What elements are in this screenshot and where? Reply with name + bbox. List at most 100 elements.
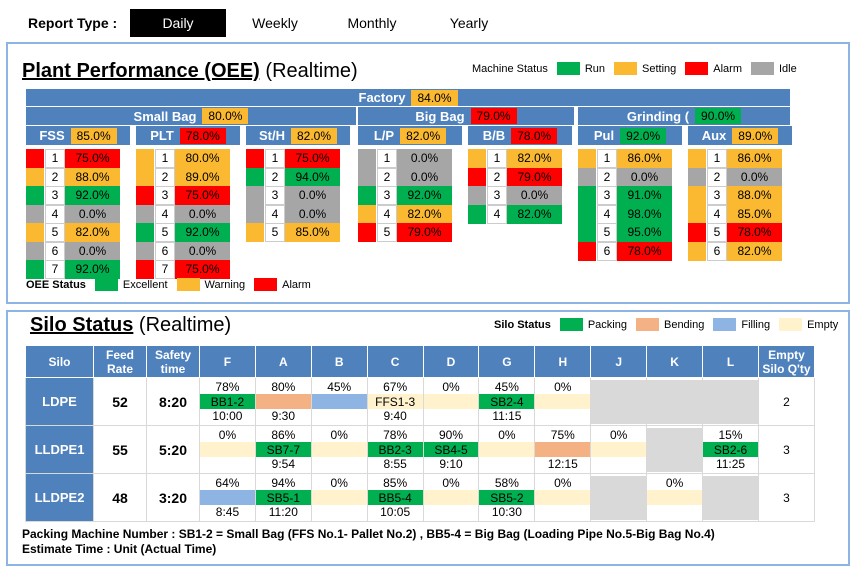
machine-row[interactable]: 2 0.0% [578, 167, 672, 187]
silo-cell[interactable]: 0% [534, 473, 592, 522]
group-header-0: Small Bag 80.0% [26, 107, 356, 125]
tab-monthly[interactable]: Monthly [347, 15, 397, 31]
machine-row[interactable]: 6 0.0% [136, 241, 230, 261]
safety-time: 8:20 [146, 377, 200, 426]
machine-row[interactable]: 3 92.0% [26, 186, 120, 205]
machine-row[interactable]: 5 82.0% [26, 223, 120, 242]
machine-row[interactable]: 7 92.0% [26, 260, 120, 279]
machine-oee-value: 92.0% [397, 186, 452, 205]
machine-oee-value: 86.0% [727, 149, 782, 168]
silo-cell[interactable]: 94% SB5-1 11:20 [254, 473, 312, 522]
machine-row[interactable]: 1 75.0% [246, 149, 340, 168]
machine-status-indicator [26, 241, 44, 261]
machine-row[interactable]: 2 79.0% [468, 167, 562, 187]
estimate-time [535, 504, 591, 520]
estimate-time [647, 504, 703, 520]
silo-cell[interactable]: 15% SB2-6 11:25 [702, 425, 759, 474]
safety-time: 3:20 [146, 473, 200, 522]
machine-row[interactable]: 4 85.0% [688, 204, 782, 224]
packing-machine: FFS1-3 [367, 394, 423, 409]
silo-cell[interactable]: 45% SB2-4 11:15 [478, 377, 536, 426]
machine-oee-value: 79.0% [507, 167, 562, 187]
silo-cell[interactable]: 0% [422, 377, 480, 426]
silo-cell[interactable]: 0% [590, 425, 648, 474]
machine-row[interactable]: 3 88.0% [688, 186, 782, 205]
machine-row[interactable]: 1 82.0% [468, 149, 562, 168]
silo-cell[interactable] [646, 377, 704, 426]
silo-cell[interactable]: 45% [310, 377, 368, 426]
silo-cell[interactable]: 78% BB2-3 8:55 [366, 425, 424, 474]
silo-cell[interactable]: 78% BB1-2 10:00 [199, 377, 256, 426]
machine-row[interactable]: 3 75.0% [136, 186, 230, 205]
machine-row[interactable]: 5 79.0% [358, 223, 452, 242]
tab-weekly[interactable]: Weekly [252, 15, 298, 31]
machine-row[interactable]: 6 78.0% [578, 241, 672, 261]
machine-row[interactable]: 6 82.0% [688, 241, 782, 261]
machine-row[interactable]: 5 95.0% [578, 223, 672, 242]
silo-cell[interactable]: 75% 12:15 [534, 425, 592, 474]
machine-oee-value: 92.0% [65, 260, 120, 279]
machine-status-indicator [578, 186, 596, 205]
packing-machine [647, 394, 703, 409]
silo-cell[interactable] [590, 377, 648, 426]
machine-row[interactable]: 4 82.0% [468, 204, 562, 224]
machine-row[interactable]: 5 78.0% [688, 223, 782, 242]
machine-row[interactable]: 4 82.0% [358, 204, 452, 224]
estimate-time: 11:20 [255, 504, 311, 520]
tab-daily[interactable]: Daily [130, 9, 226, 37]
silo-cell[interactable]: 0% [422, 473, 480, 522]
machine-row[interactable]: 2 89.0% [136, 167, 230, 187]
filling-label: Filling [741, 318, 771, 331]
machine-row[interactable]: 4 0.0% [246, 204, 340, 224]
silo-cell[interactable]: 0% [478, 425, 536, 474]
silo-cell[interactable]: 0% [199, 425, 256, 474]
silo-cell[interactable]: 58% SB5-2 10:30 [478, 473, 536, 522]
machine-row[interactable]: 2 0.0% [358, 167, 452, 187]
machine-row[interactable]: 3 0.0% [468, 186, 562, 205]
silo-cell[interactable]: 86% SB7-7 9:54 [254, 425, 312, 474]
level-percent [591, 379, 647, 395]
machine-number: 3 [487, 186, 507, 205]
silo-cell[interactable] [702, 473, 759, 522]
silo-cell[interactable]: 0% [646, 473, 704, 522]
machine-row[interactable]: 5 85.0% [246, 223, 340, 242]
silo-cell[interactable]: 0% [310, 425, 368, 474]
machine-number: 3 [377, 186, 397, 205]
machine-number: 1 [377, 149, 397, 168]
machine-row[interactable]: 4 0.0% [26, 204, 120, 224]
silo-cell[interactable] [590, 473, 648, 522]
silo-cell[interactable]: 0% [310, 473, 368, 522]
silo-cell[interactable]: 0% [534, 377, 592, 426]
packing-machine [591, 442, 647, 457]
machine-row[interactable]: 1 75.0% [26, 149, 120, 168]
silo-cell[interactable]: 80% 9:30 [254, 377, 312, 426]
silo-cell[interactable]: 85% BB5-4 10:05 [366, 473, 424, 522]
machine-row[interactable]: 4 98.0% [578, 204, 672, 224]
machine-status-label: Machine Status [472, 62, 548, 75]
machine-row[interactable]: 1 86.0% [578, 149, 672, 168]
silo-cell[interactable]: 90% SB4-5 9:10 [422, 425, 480, 474]
machine-row[interactable]: 1 86.0% [688, 149, 782, 168]
feed-rate: 52 [93, 377, 147, 426]
silo-cell[interactable] [646, 425, 704, 474]
machine-row[interactable]: 7 75.0% [136, 260, 230, 279]
machine-row[interactable]: 2 0.0% [688, 167, 782, 187]
tab-yearly[interactable]: Yearly [449, 15, 489, 31]
machine-row[interactable]: 6 0.0% [26, 241, 120, 261]
line-header-0: FSS 85.0% [26, 126, 130, 145]
machine-row[interactable]: 1 0.0% [358, 149, 452, 168]
machine-oee-value: 0.0% [397, 167, 452, 187]
alarm-swatch [685, 62, 709, 75]
machine-row[interactable]: 1 80.0% [136, 149, 230, 168]
machine-row[interactable]: 3 0.0% [246, 186, 340, 205]
machine-row[interactable]: 5 92.0% [136, 223, 230, 242]
machine-row[interactable]: 3 91.0% [578, 186, 672, 205]
machine-row[interactable]: 2 94.0% [246, 167, 340, 187]
machine-row[interactable]: 2 88.0% [26, 167, 120, 187]
silo-cell[interactable]: 64% 8:45 [199, 473, 256, 522]
silo-cell[interactable]: 67% FFS1-3 9:40 [366, 377, 424, 426]
silo-cell[interactable] [702, 377, 759, 426]
machine-row[interactable]: 3 92.0% [358, 186, 452, 205]
machine-row[interactable]: 4 0.0% [136, 204, 230, 224]
line-value: 92.0% [620, 127, 667, 144]
